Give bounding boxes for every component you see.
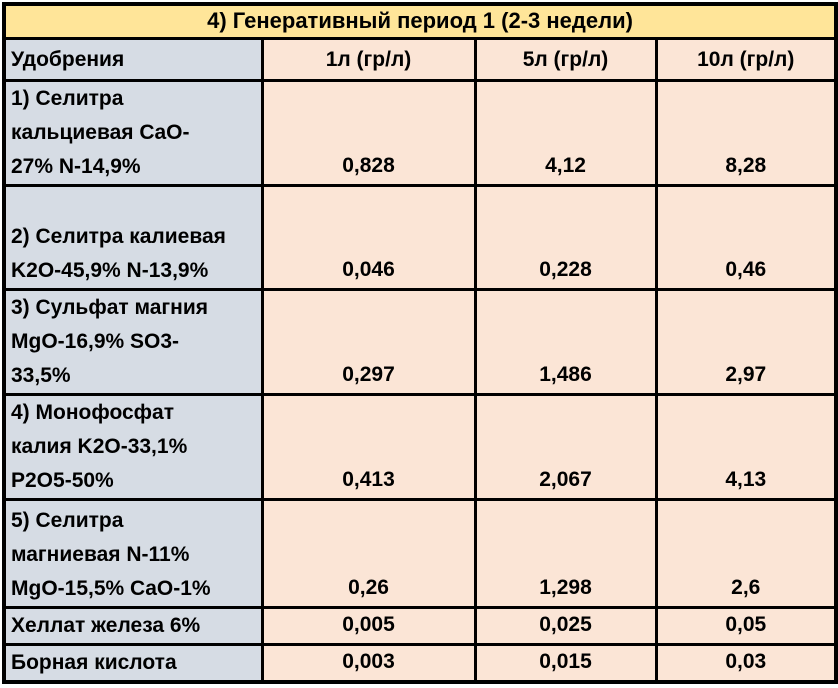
value-5l-cell[interactable]: 0,025 — [473, 605, 658, 646]
table-row: 5) Селитра магниевая N-11% MgO-15,5% CaO… — [2, 497, 838, 609]
title-row: 4) Генеративный период 1 (2-3 недели) — [2, 2, 838, 40]
value-5l-cell[interactable]: 1,298 — [473, 497, 658, 609]
fertilizer-name-cell[interactable]: 2) Селитра калиевая K2O-45,9% N-13,9% — [2, 183, 264, 291]
value-10l-cell[interactable]: 0,03 — [654, 642, 838, 683]
value-5l-cell[interactable]: 4,12 — [473, 78, 658, 187]
value-10l-cell[interactable]: 4,13 — [654, 392, 838, 501]
table-row: 3) Сульфат магния MgO-16,9% SO3- 33,5% 0… — [2, 287, 838, 396]
fertilizer-name-cell[interactable]: Хеллат железа 6% — [2, 605, 264, 646]
table-row: Хеллат железа 6% 0,005 0,025 0,05 — [2, 605, 838, 646]
value-5l-cell[interactable]: 0,228 — [473, 183, 658, 291]
value-1l-cell[interactable]: 0,297 — [260, 287, 477, 396]
fertilizer-name-cell[interactable]: 1) Селитра кальциевая CaO- 27% N-14,9% — [2, 78, 264, 187]
table-row: Борная кислота 0,003 0,015 0,03 — [2, 642, 838, 683]
column-header-1l[interactable]: 1л (гр/л) — [260, 36, 477, 82]
fertilizer-name-cell[interactable]: Борная кислота — [2, 642, 264, 683]
column-header-row: Удобрения 1л (гр/л) 5л (гр/л) 10л (гр/л) — [2, 36, 838, 82]
column-header-5l[interactable]: 5л (гр/л) — [473, 36, 658, 82]
value-10l-cell[interactable]: 0,05 — [654, 605, 838, 646]
table-title: 4) Генеративный период 1 (2-3 недели) — [2, 2, 838, 40]
table-row: 1) Селитра кальциевая CaO- 27% N-14,9% 0… — [2, 78, 838, 187]
value-5l-cell[interactable]: 1,486 — [473, 287, 658, 396]
value-1l-cell[interactable]: 0,003 — [260, 642, 477, 683]
value-1l-cell[interactable]: 0,005 — [260, 605, 477, 646]
value-10l-cell[interactable]: 2,6 — [654, 497, 838, 609]
value-5l-cell[interactable]: 2,067 — [473, 392, 658, 501]
table-body: 1) Селитра кальциевая CaO- 27% N-14,9% 0… — [2, 78, 838, 683]
value-10l-cell[interactable]: 0,46 — [654, 183, 838, 291]
column-header-10l[interactable]: 10л (гр/л) — [654, 36, 838, 82]
value-10l-cell[interactable]: 2,97 — [654, 287, 838, 396]
value-10l-cell[interactable]: 8,28 — [654, 78, 838, 187]
fertilizer-name-cell[interactable]: 3) Сульфат магния MgO-16,9% SO3- 33,5% — [2, 287, 264, 396]
fertilizer-name-cell[interactable]: 5) Селитра магниевая N-11% MgO-15,5% CaO… — [2, 497, 264, 609]
value-1l-cell[interactable]: 0,26 — [260, 497, 477, 609]
table-row: 2) Селитра калиевая K2O-45,9% N-13,9% 0,… — [2, 183, 838, 291]
value-1l-cell[interactable]: 0,828 — [260, 78, 477, 187]
fertilizer-name-cell[interactable]: 4) Монофосфат калия K2O-33,1% P2O5-50% — [2, 392, 264, 501]
value-1l-cell[interactable]: 0,046 — [260, 183, 477, 291]
column-header-fertilizers[interactable]: Удобрения — [2, 36, 264, 82]
value-5l-cell[interactable]: 0,015 — [473, 642, 658, 683]
table-row: 4) Монофосфат калия K2O-33,1% P2O5-50% 0… — [2, 392, 838, 501]
value-1l-cell[interactable]: 0,413 — [260, 392, 477, 501]
